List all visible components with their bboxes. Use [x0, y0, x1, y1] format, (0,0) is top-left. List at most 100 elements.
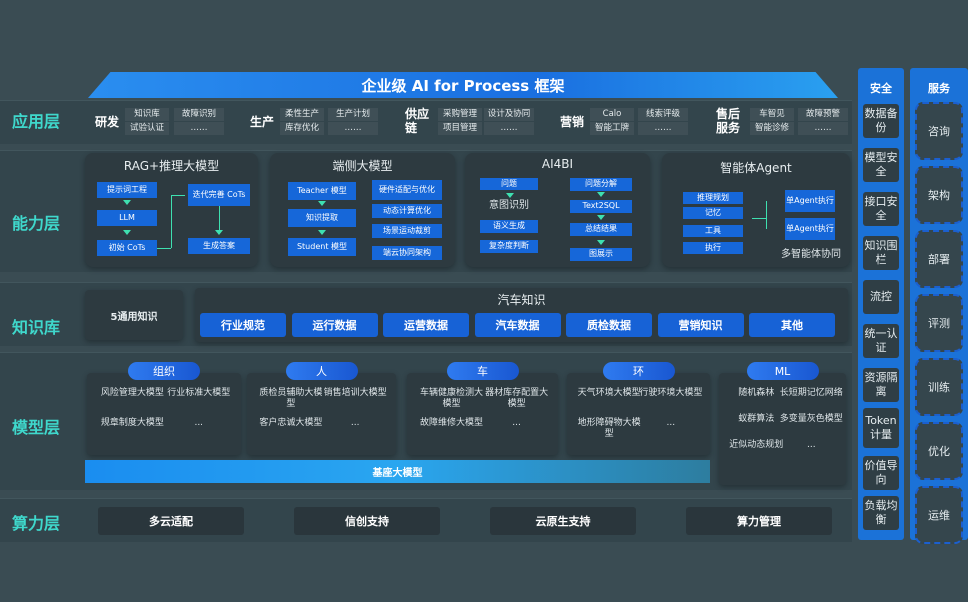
knowledge-item[interactable]: 运行数据 [291, 313, 378, 337]
rag-step[interactable]: LLM [97, 210, 157, 226]
app-item[interactable]: 故障识别 [174, 108, 224, 121]
agent-step[interactable]: 记忆 [683, 207, 743, 219]
app-item[interactable]: 车智见 [750, 108, 794, 121]
ai4bi-step[interactable]: Text2SQL [570, 200, 632, 213]
knowledge-item[interactable]: 其他 [749, 313, 835, 337]
app-item[interactable]: Calo [590, 108, 634, 121]
model-item[interactable]: 风险管理大模型 [100, 388, 164, 398]
model-item[interactable]: 蚁群算法 [738, 414, 775, 424]
service-item[interactable]: 运维 [915, 486, 963, 544]
edge-step[interactable]: 硬件适配与优化 [372, 180, 442, 200]
security-item[interactable]: Token计量 [863, 408, 899, 448]
model-item[interactable]: 质检员辅助大模型 [259, 388, 323, 410]
model-group-pill[interactable]: 人 [285, 362, 358, 380]
security-item[interactable]: 价值导向 [863, 456, 899, 490]
model-item[interactable]: 多变量灰色模型 [779, 414, 843, 424]
agent-executor[interactable]: 单Agent执行 [785, 218, 835, 240]
app-item[interactable]: …… [484, 122, 534, 135]
model-item[interactable]: 器材库存配置大模型 [485, 388, 549, 410]
ai4bi-step[interactable]: 问题分解 [570, 178, 632, 191]
agent-step[interactable]: 工具 [683, 225, 743, 237]
model-group-pill[interactable]: 环 [602, 362, 675, 380]
model-group-pill[interactable]: 组织 [128, 362, 200, 380]
model-item[interactable]: 随机森林 [738, 388, 775, 398]
model-item[interactable]: 天气环境大模型 [577, 388, 641, 398]
service-item[interactable]: 优化 [915, 422, 963, 480]
compute-item[interactable]: 算力管理 [686, 507, 832, 535]
model-item[interactable]: 车辆健康检测大模型 [419, 388, 483, 410]
edge-step[interactable]: Teacher 模型 [288, 182, 356, 200]
model-item[interactable]: 销售培训大模型 [323, 388, 387, 398]
service-item[interactable]: 咨询 [915, 102, 963, 160]
edge-step[interactable]: 动态计算优化 [372, 204, 442, 218]
service-item[interactable]: 评测 [915, 294, 963, 352]
agent-step[interactable]: 执行 [683, 242, 743, 254]
app-item[interactable]: 线索评级 [638, 108, 688, 121]
ai4bi-step[interactable]: 图展示 [570, 248, 632, 261]
model-item[interactable]: 故障维修大模型 [419, 418, 483, 428]
compute-item[interactable]: 云原生支持 [490, 507, 636, 535]
app-item[interactable]: 智能工牌 [590, 122, 634, 135]
app-item[interactable]: 故障预警 [798, 108, 848, 121]
edge-step[interactable]: 知识提取 [288, 209, 356, 227]
model-item[interactable]: 行业标准大模型 [167, 388, 231, 398]
model-item[interactable]: ... [512, 418, 521, 428]
model-item[interactable]: 长短期记忆网络 [779, 388, 843, 398]
ai4bi-step[interactable]: 语义生成 [480, 220, 538, 233]
edge-step[interactable]: 场景运动裁剪 [372, 224, 442, 238]
base-model-bar[interactable]: 基座大模型 [85, 460, 710, 483]
rag-step[interactable]: 生成答案 [188, 238, 250, 254]
agent-step[interactable]: 推理规划 [683, 192, 743, 204]
model-item[interactable]: 规章制度大模型 [100, 418, 164, 428]
security-item[interactable]: 数据备份 [863, 104, 899, 138]
knowledge-item[interactable]: 质检数据 [566, 313, 652, 337]
app-item[interactable]: 设计及协同 [484, 108, 534, 121]
security-item[interactable]: 资源隔离 [863, 368, 899, 402]
rag-step[interactable]: 迭代完善 CoTs [188, 184, 250, 206]
knowledge-item[interactable]: 汽车数据 [474, 313, 561, 337]
model-group-pill[interactable]: ML [746, 362, 819, 380]
app-item[interactable]: …… [328, 122, 378, 135]
ai4bi-step[interactable]: 问题 [480, 178, 538, 190]
security-item[interactable]: 统一认证 [863, 324, 899, 358]
app-item[interactable]: 采购管理 [438, 108, 482, 121]
model-item[interactable]: ... [666, 418, 676, 428]
model-item[interactable]: ... [350, 418, 360, 428]
service-item[interactable]: 训练 [915, 358, 963, 416]
edge-step[interactable]: Student 模型 [288, 238, 356, 256]
rag-step[interactable]: 提示词工程 [97, 182, 157, 198]
app-item[interactable]: …… [638, 122, 688, 135]
knowledge-item[interactable]: 营销知识 [657, 313, 744, 337]
app-item[interactable]: …… [798, 122, 848, 135]
app-item[interactable]: 试验认证 [125, 122, 169, 135]
app-item[interactable]: 生产计划 [328, 108, 378, 121]
agent-executor[interactable]: 单Agent执行 [785, 190, 835, 212]
compute-item[interactable]: 多云适配 [98, 507, 244, 535]
app-item[interactable]: 柔性生产 [280, 108, 324, 121]
model-group-pill[interactable]: 车 [446, 362, 519, 380]
model-item[interactable]: 地形障碍物大模型 [577, 418, 641, 440]
service-item[interactable]: 部署 [915, 230, 963, 288]
knowledge-item[interactable]: 运营数据 [383, 313, 469, 337]
app-item[interactable]: 项目管理 [438, 122, 482, 135]
ai4bi-step[interactable]: 总结结果 [570, 223, 632, 236]
model-item[interactable]: ... [194, 418, 204, 428]
app-item[interactable]: …… [174, 122, 224, 135]
model-item[interactable]: 近似动态规划 [729, 440, 784, 450]
model-item[interactable]: ... [807, 440, 816, 450]
app-item[interactable]: 库存优化 [280, 122, 324, 135]
model-item[interactable]: 客户忠诚大模型 [259, 418, 323, 428]
app-item[interactable]: 智能诊修 [750, 122, 794, 135]
compute-item[interactable]: 信创支持 [294, 507, 440, 535]
security-item[interactable]: 模型安全 [863, 148, 899, 182]
edge-step[interactable]: 端云协同架构 [372, 246, 442, 260]
security-item[interactable]: 知识围栏 [863, 236, 899, 270]
ai4bi-step[interactable]: 复杂度判断 [480, 240, 538, 253]
knowledge-item[interactable]: 行业规范 [200, 313, 286, 337]
model-item[interactable]: 行驶环境大模型 [639, 388, 703, 398]
rag-step[interactable]: 初始 CoTs [97, 240, 157, 256]
security-item[interactable]: 负载均衡 [863, 496, 899, 530]
service-item[interactable]: 架构 [915, 166, 963, 224]
app-item[interactable]: 知识库 [125, 108, 169, 121]
security-item[interactable]: 接口安全 [863, 192, 899, 226]
